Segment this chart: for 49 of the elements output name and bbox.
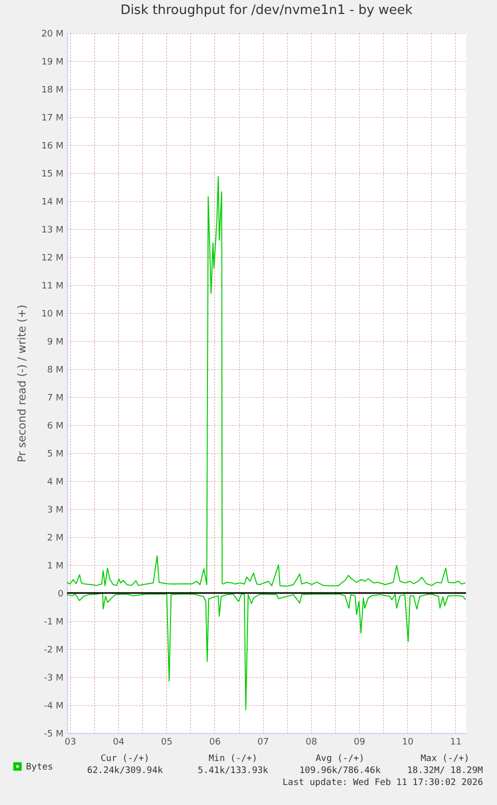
x-tick-label: 06 bbox=[209, 738, 221, 748]
x-tick-label: 07 bbox=[257, 738, 269, 748]
y-tick-label: 15 M bbox=[41, 170, 64, 180]
legend-label: Bytes bbox=[26, 762, 54, 772]
x-tick-label: 03 bbox=[64, 738, 76, 748]
y-tick-label: 19 M bbox=[41, 58, 64, 68]
x-tick-label: 05 bbox=[161, 738, 172, 748]
y-tick-label: 0 bbox=[58, 590, 64, 600]
chart-title: Disk throughput for /dev/nvme1n1 - by week bbox=[120, 3, 414, 18]
y-tick-label: 4 M bbox=[47, 478, 64, 488]
y-tick-label: 8 M bbox=[47, 366, 64, 376]
text: Last update: Wed Feb 11 17:30:02 2026 bbox=[282, 778, 483, 788]
y-tick-label: 20 M bbox=[41, 30, 64, 40]
y-tick-label: 14 M bbox=[41, 198, 64, 208]
y-tick-label: 7 M bbox=[47, 394, 64, 404]
y-tick-label: 3 M bbox=[47, 506, 64, 516]
text: 62.24k/309.94k bbox=[87, 766, 164, 776]
y-tick-label: 16 M bbox=[41, 142, 64, 152]
text: Max (-/+) bbox=[420, 754, 470, 764]
y-tick-label: 12 M bbox=[41, 254, 64, 264]
y-tick-label: 13 M bbox=[41, 226, 64, 236]
y-tick-label: 6 M bbox=[47, 422, 64, 432]
y-tick-label: 9 M bbox=[47, 338, 64, 348]
y-tick-label: -4 M bbox=[44, 702, 64, 712]
y-tick-label: 10 M bbox=[41, 310, 64, 320]
x-tick-label: 10 bbox=[402, 738, 414, 748]
y-axis-title: Pr second read (-) / write (+) bbox=[15, 304, 28, 462]
line-series bbox=[66, 176, 466, 587]
y-tick-label: -5 M bbox=[44, 730, 64, 740]
text: Avg (-/+) bbox=[316, 754, 364, 764]
y-tick-label: -1 M bbox=[44, 618, 64, 628]
x-tick-label: 11 bbox=[450, 738, 462, 748]
y-tick-label: 2 M bbox=[47, 534, 64, 544]
y-tick-label: 17 M bbox=[41, 114, 64, 124]
y-tick-label: -2 M bbox=[44, 646, 64, 656]
x-tick-label: 04 bbox=[112, 738, 125, 748]
text: Min (-/+) bbox=[208, 754, 258, 764]
y-tick-label: 18 M bbox=[41, 86, 64, 96]
x-tick-label: 08 bbox=[306, 738, 318, 748]
text: 18.32M/ 18.29M bbox=[407, 766, 484, 776]
y-tick-label: 5 M bbox=[47, 450, 64, 460]
text: 5.41k/133.93k bbox=[198, 766, 269, 776]
x-tick-label: 09 bbox=[354, 738, 366, 748]
y-tick-label: -3 M bbox=[44, 674, 64, 684]
line-series bbox=[66, 592, 466, 710]
text: 109.96k/786.46k bbox=[299, 766, 382, 776]
text: Cur (-/+) bbox=[100, 754, 150, 764]
y-tick-label: 11 M bbox=[41, 282, 64, 292]
y-tick-label: 1 M bbox=[47, 562, 64, 572]
